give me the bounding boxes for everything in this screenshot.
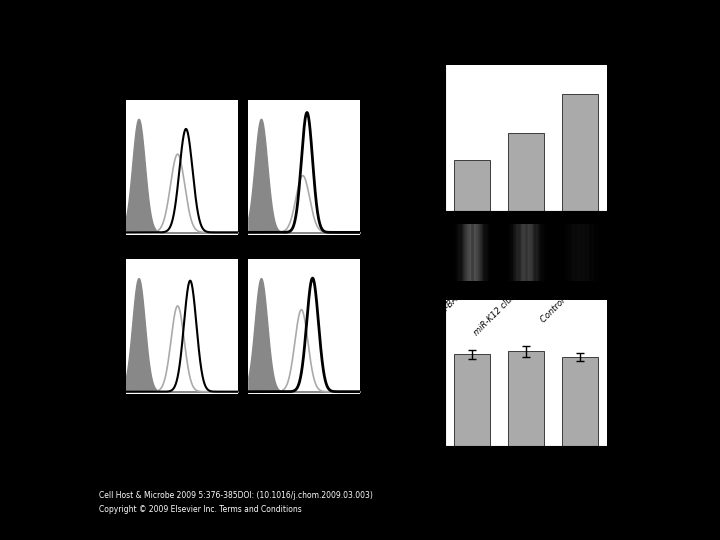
Bar: [454, 354, 490, 446]
Bar: [454, 160, 490, 211]
Text: MICB: MICB: [413, 247, 438, 258]
Text: A: A: [103, 51, 114, 65]
Bar: [562, 94, 598, 211]
Text: miR-K12 cluster: miR-K12 cluster: [472, 448, 526, 502]
Bar: [562, 357, 598, 445]
Text: miR-K12 cluster: miR-K12 cluster: [472, 284, 526, 337]
Text: pri-miR-BART2: pri-miR-BART2: [422, 284, 472, 333]
Y-axis label: Relative MICB mRNA
expression: Relative MICB mRNA expression: [400, 329, 419, 416]
Text: Control miR: Control miR: [539, 448, 580, 490]
Text: pri-miR-BART2: pri-miR-BART2: [422, 448, 472, 498]
Bar: [508, 352, 544, 446]
Text: Cell Host & Microbe 2009 5:376-385DOI: (10.1016/j.chom.2009.03.003): Cell Host & Microbe 2009 5:376-385DOI: (…: [99, 491, 373, 501]
Text: ULBP3: ULBP3: [122, 250, 359, 260]
Text: Control miR: Control miR: [539, 284, 580, 325]
Text: Copyright © 2009 Elsevier Inc. Terms and Conditions: Copyright © 2009 Elsevier Inc. Terms and…: [99, 505, 302, 514]
Text: Figure 1: Figure 1: [332, 23, 388, 37]
Text: B: B: [416, 51, 427, 65]
Text: MICB: MICB: [122, 415, 359, 425]
Text: C: C: [416, 270, 426, 284]
Y-axis label: Relative Intensity: Relative Intensity: [410, 98, 419, 177]
Text: count: count: [99, 233, 109, 261]
Text: miR-K12 cluster: miR-K12 cluster: [143, 83, 220, 93]
Bar: [508, 133, 544, 211]
Text: pri-miR-BART2: pri-miR-BART2: [269, 83, 339, 93]
